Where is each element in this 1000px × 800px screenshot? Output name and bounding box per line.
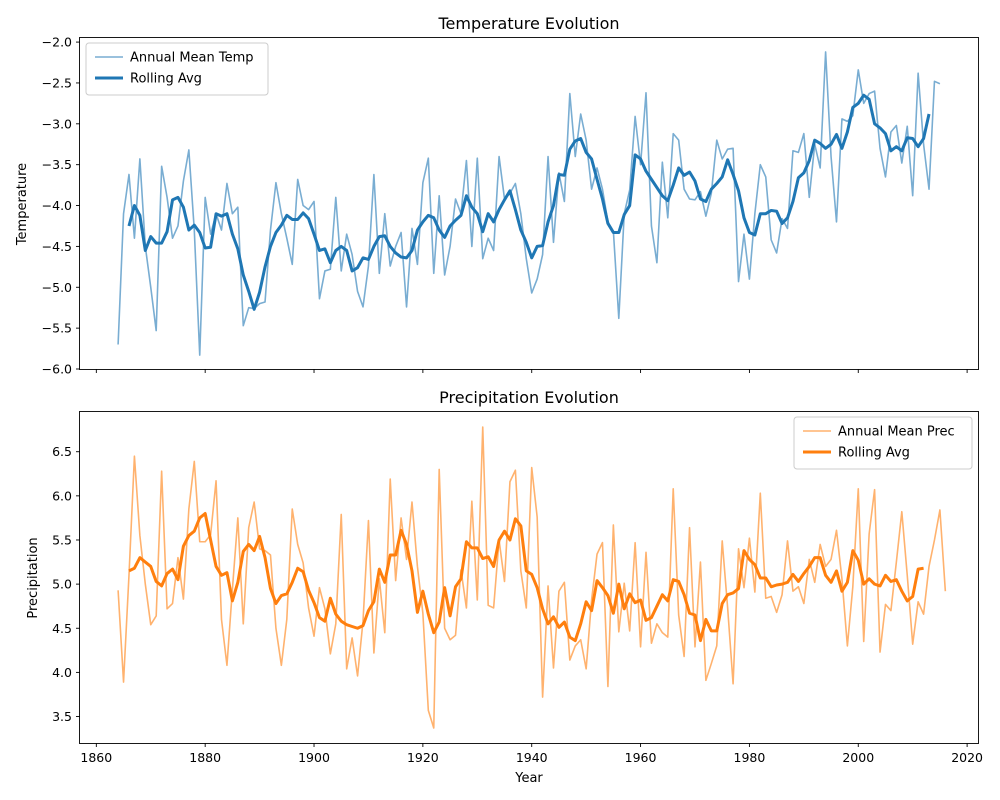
- temperature-ytick-label: −5.0: [42, 280, 72, 295]
- precipitation-ytick-label: 5.0: [52, 577, 72, 592]
- precipitation-ticks: 1860 1880 1900 1920 1940 1960 1980 2000 2020 3.5 4…: [52, 444, 983, 765]
- precipitation-ytick-label: 6.0: [52, 488, 72, 503]
- precipitation-ylabel: Precipitation: [26, 537, 41, 618]
- temperature-ytick-label: −3.5: [42, 157, 72, 172]
- precipitation-panel: Precipitation Evolution Precipitation Ye…: [26, 388, 983, 786]
- precipitation-legend-label-annual-mean-prec: Annual Mean Prec: [838, 425, 955, 440]
- precipitation-xtick-label: 1880: [189, 750, 221, 765]
- precipitation-xtick-label: 2000: [842, 750, 874, 765]
- precipitation-ytick-label: 6.5: [52, 444, 72, 459]
- precipitation-xtick-label: 1980: [734, 750, 766, 765]
- precipitation-plot-area: [117, 426, 947, 729]
- precipitation-ytick-label: 3.5: [52, 709, 72, 724]
- precipitation-series-annual-mean-prec: [117, 426, 947, 729]
- temperature-legend-label-annual-mean-temp: Annual Mean Temp: [130, 51, 254, 66]
- temperature-legend: Annual Mean Temp Rolling Avg: [85, 42, 269, 96]
- temperature-ytick-label: −4.5: [42, 239, 72, 254]
- precipitation-series-rolling-avg: [128, 512, 924, 643]
- precipitation-legend: Annual Mean Prec Rolling Avg: [793, 416, 973, 470]
- temperature-ytick-label: −2.0: [42, 35, 72, 50]
- temperature-ytick-label: −3.0: [42, 116, 72, 131]
- temperature-title: Temperature Evolution: [437, 14, 619, 33]
- temperature-panel: Temperature Evolution Temperature −6.0 −5…: [15, 14, 979, 377]
- precipitation-xtick-label: 1960: [625, 750, 657, 765]
- temperature-ytick-label: −4.0: [42, 198, 72, 213]
- precipitation-xlabel: Year: [514, 771, 543, 786]
- precipitation-xtick-label: 1900: [298, 750, 330, 765]
- temperature-ytick-label: −6.0: [42, 362, 72, 377]
- temperature-ylabel: Temperature: [15, 163, 30, 246]
- precipitation-xtick-label: 2020: [951, 750, 983, 765]
- precipitation-series-group: [117, 426, 947, 729]
- temperature-ytick-label: −5.5: [42, 321, 72, 336]
- precipitation-xtick-label: 1920: [407, 750, 439, 765]
- temperature-ytick-label: −2.5: [42, 75, 72, 90]
- temperature-legend-label-rolling-avg: Rolling Avg: [130, 72, 202, 87]
- temperature-ticks: −6.0 −5.5 −5.0 −4.5 −4.0 −3.5 −3.0 −2.5 −2.0: [42, 35, 968, 377]
- precipitation-title: Precipitation Evolution: [439, 388, 619, 407]
- temperature-plot-area: [117, 51, 941, 356]
- precipitation-ytick-label: 4.0: [52, 665, 72, 680]
- temperature-series-rolling-avg: [127, 93, 931, 311]
- precipitation-legend-label-rolling-avg: Rolling Avg: [838, 446, 910, 461]
- temperature-series-group: [117, 51, 941, 356]
- precipitation-xtick-label: 1860: [80, 750, 112, 765]
- precipitation-xtick-label: 1940: [516, 750, 548, 765]
- precipitation-legend-box: [793, 416, 973, 470]
- precipitation-ytick-label: 5.5: [52, 532, 72, 547]
- precipitation-ytick-label: 4.5: [52, 621, 72, 636]
- temperature-legend-box: [85, 42, 269, 96]
- precipitation-axes-frame: [79, 411, 979, 744]
- temperature-axes-frame: [79, 37, 979, 370]
